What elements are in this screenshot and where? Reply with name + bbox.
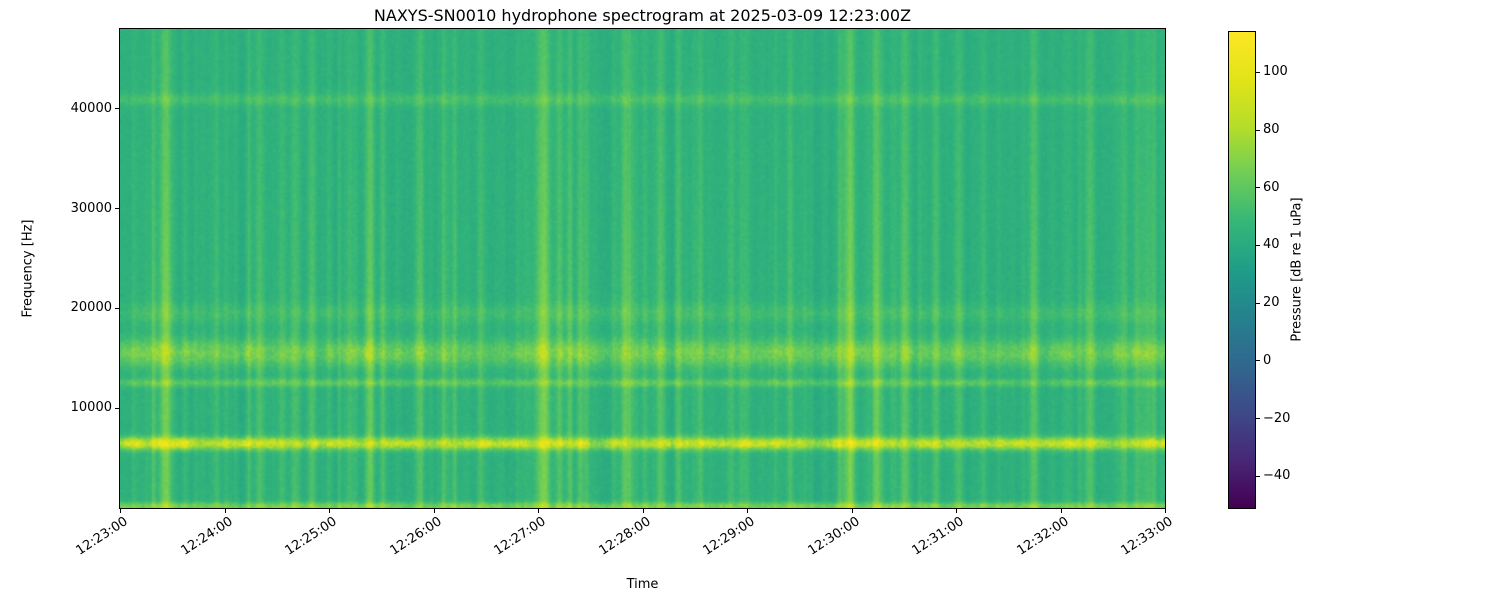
y-tick-mark (115, 208, 120, 210)
y-axis-label: Frequency [Hz] (20, 219, 36, 318)
x-tick-label: 12:28:00 (595, 514, 654, 559)
colorbar-tick-label: −40 (1263, 468, 1291, 484)
colorbar-tick-label: 60 (1263, 179, 1280, 195)
colorbar-tick-mark (1256, 475, 1260, 477)
x-tick-label: 12:31:00 (909, 514, 967, 559)
x-tick-mark (642, 508, 644, 513)
y-tick-label: 10000 (70, 400, 112, 416)
spectrogram-heatmap (119, 28, 1166, 509)
x-tick-label: 12:30:00 (804, 514, 863, 559)
x-tick-mark (224, 508, 226, 513)
x-tick-mark (538, 508, 539, 513)
x-tick-label: 12:33:00 (1118, 514, 1176, 559)
x-tick-label: 12:25:00 (282, 514, 340, 559)
y-tick-mark (115, 307, 120, 309)
x-tick-mark (851, 508, 853, 513)
colorbar-tick-label: 80 (1263, 122, 1280, 138)
colorbar-tick-mark (1256, 187, 1260, 189)
x-tick-mark (1060, 508, 1062, 513)
colorbar-tick-mark (1256, 244, 1260, 246)
x-tick-mark (747, 508, 748, 513)
y-tick-label: 30000 (70, 200, 112, 216)
colorbar-tick-label: −20 (1263, 410, 1291, 426)
colorbar-tick-mark (1256, 129, 1260, 131)
x-tick-label: 12:24:00 (177, 514, 236, 559)
colorbar-tick-label: 0 (1263, 352, 1272, 368)
colorbar-tick-mark (1256, 302, 1260, 304)
x-tick-mark (433, 508, 435, 513)
colorbar (1228, 31, 1256, 509)
y-tick-label: 20000 (70, 300, 112, 316)
x-tick-label: 12:27:00 (491, 514, 549, 559)
colorbar-tick-label: 100 (1263, 64, 1288, 80)
chart-title: NAXYS-SN0010 hydrophone spectrogram at 2… (373, 6, 912, 25)
colorbar-tick-label: 20 (1263, 295, 1280, 311)
x-tick-mark (1165, 508, 1166, 513)
x-tick-label: 12:26:00 (386, 514, 445, 559)
colorbar-label: Pressure [dB re 1 uPa] (1289, 197, 1305, 342)
x-tick-mark (120, 508, 121, 513)
colorbar-tick-mark (1256, 71, 1260, 73)
y-tick-mark (115, 407, 120, 409)
colorbar-tick-label: 40 (1263, 237, 1280, 253)
y-tick-label: 40000 (70, 100, 112, 116)
x-tick-mark (329, 508, 330, 513)
x-tick-mark (956, 508, 957, 513)
colorbar-tick-mark (1256, 360, 1260, 362)
x-tick-label: 12:29:00 (700, 514, 758, 559)
colorbar-tick-mark (1256, 418, 1260, 420)
x-tick-label: 12:23:00 (73, 514, 131, 559)
x-tick-label: 12:32:00 (1013, 514, 1072, 559)
y-tick-mark (115, 108, 120, 110)
x-axis-label: Time (626, 577, 659, 592)
